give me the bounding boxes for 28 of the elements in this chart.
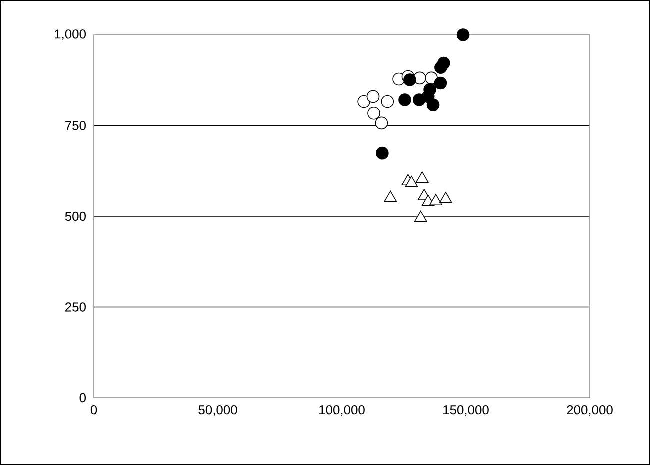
x-tick-label: 50,000: [198, 406, 238, 416]
point: [375, 116, 388, 130]
y-tick-label: 1,000: [55, 30, 86, 40]
point: [434, 61, 448, 74]
point: [368, 106, 380, 120]
x-tick-label: 0: [90, 406, 98, 415]
point: [414, 210, 428, 222]
y-tick-label: 500: [65, 212, 86, 222]
point: [456, 28, 470, 42]
point: [439, 192, 452, 204]
y-tick-label: 0: [80, 393, 86, 403]
point: [366, 90, 380, 104]
point: [381, 95, 394, 108]
point: [426, 98, 440, 112]
point: [358, 95, 370, 108]
point: [398, 94, 412, 106]
y-tick-label: 250: [66, 302, 86, 312]
point: [434, 76, 448, 90]
point: [405, 176, 418, 188]
y-tick-label: 750: [66, 121, 86, 130]
point: [404, 74, 416, 86]
point: [430, 194, 442, 206]
point: [376, 146, 389, 160]
point: [384, 190, 398, 202]
x-tick-label: 200,000: [567, 406, 613, 416]
x-tick-label: 100,000: [320, 406, 365, 416]
point: [416, 172, 429, 183]
x-tick-label: 150,000: [444, 406, 489, 416]
